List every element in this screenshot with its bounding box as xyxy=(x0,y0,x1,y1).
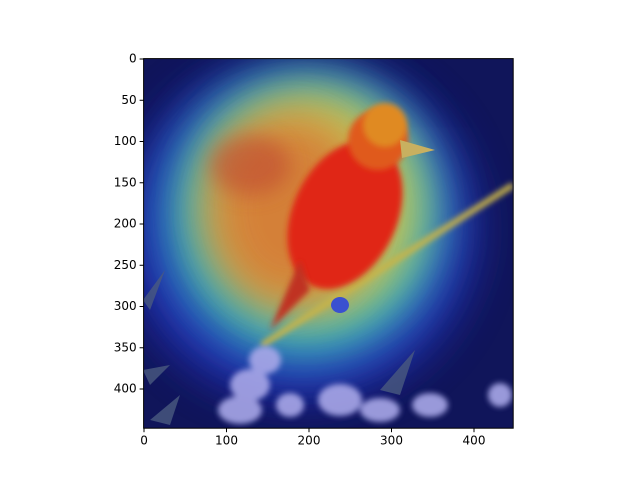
x-tick-label: 400 xyxy=(463,434,486,448)
y-tick-label: 350 xyxy=(114,340,137,354)
x-tick-label: 0 xyxy=(140,434,148,448)
y-tick-label: 300 xyxy=(114,299,137,313)
y-tick-label: 0 xyxy=(129,52,137,66)
y-tick-label: 100 xyxy=(114,134,137,148)
y-tick-label: 150 xyxy=(114,175,137,189)
axes-frame xyxy=(143,58,514,429)
x-tick-label: 300 xyxy=(380,434,403,448)
y-tick-label: 200 xyxy=(114,217,137,231)
y-tick-label: 400 xyxy=(114,382,137,396)
y-tick-label: 50 xyxy=(121,93,136,107)
y-tick-label: 250 xyxy=(114,258,137,272)
x-tick-label: 100 xyxy=(215,434,238,448)
x-tick-label: 200 xyxy=(298,434,321,448)
heatmap-image xyxy=(143,58,514,429)
